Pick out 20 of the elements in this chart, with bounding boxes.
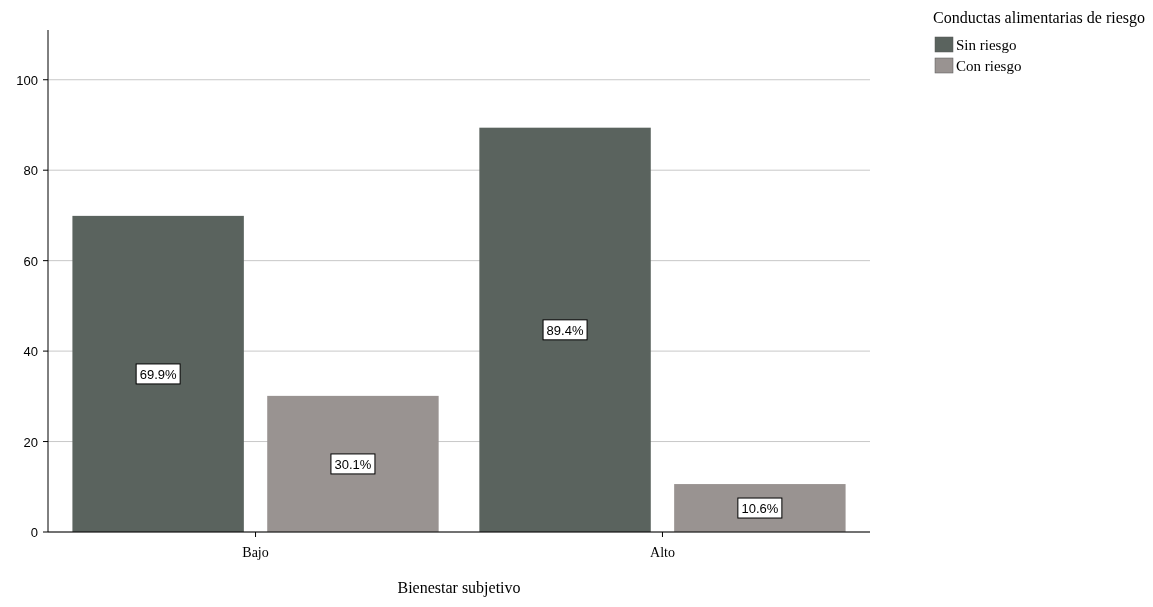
x-axis-title: Bienestar subjetivo xyxy=(397,579,521,597)
data-label: 30.1% xyxy=(334,456,372,472)
legend-label: Sin riesgo xyxy=(956,37,1017,53)
data-label: 69.9% xyxy=(139,366,177,382)
bar xyxy=(72,215,244,532)
data-label: 10.6% xyxy=(741,501,779,517)
bar xyxy=(479,127,651,532)
data-label: 89.4% xyxy=(546,322,584,338)
legend-label: Con riesgo xyxy=(956,58,1022,74)
bar xyxy=(267,395,439,532)
y-tick-label: 40 xyxy=(23,344,38,360)
y-tick-label: 0 xyxy=(30,525,38,540)
x-tick-label: Bajo xyxy=(242,545,269,560)
y-tick-label: 60 xyxy=(23,253,38,269)
bar xyxy=(674,484,846,532)
legend-title: Conductas alimentarias de riesgo xyxy=(933,9,1145,27)
y-tick-label: 20 xyxy=(23,434,38,450)
x-tick-label: Alto xyxy=(650,545,675,560)
y-tick-label: 100 xyxy=(16,72,38,88)
y-tick-label: 80 xyxy=(23,163,38,179)
